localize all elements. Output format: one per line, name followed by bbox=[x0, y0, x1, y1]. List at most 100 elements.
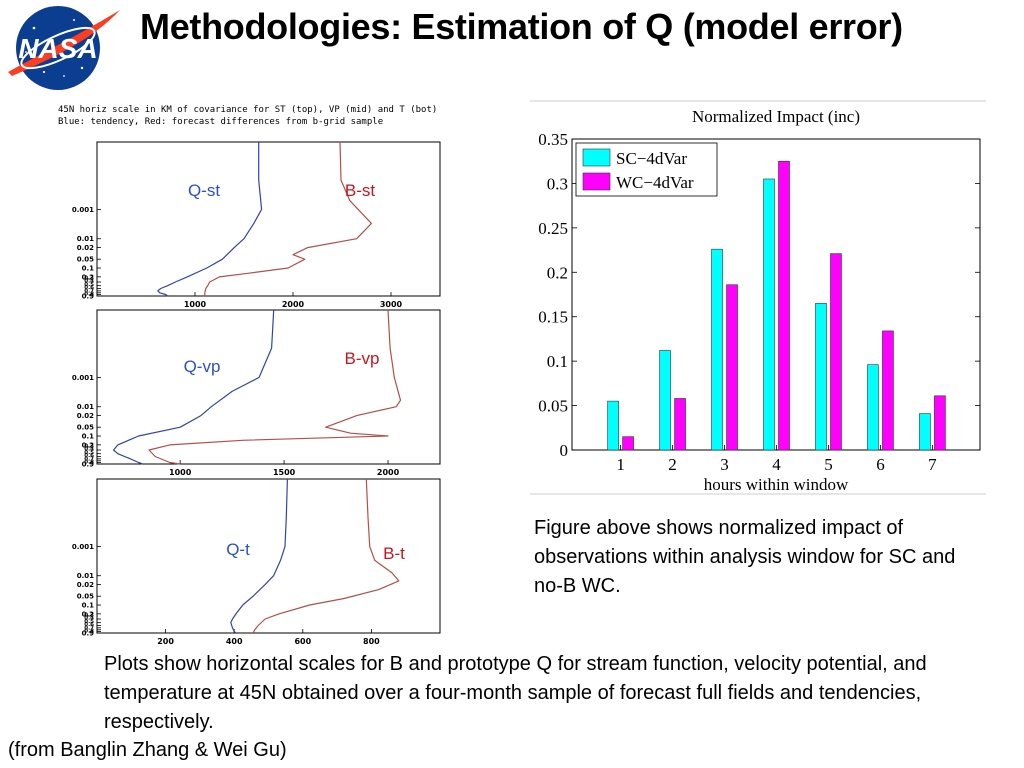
y-tick-label: 0.001 bbox=[72, 543, 94, 551]
wc-bar bbox=[726, 284, 738, 451]
x-tick-label: 1000 bbox=[169, 468, 192, 477]
profiles-caption-line-1: 45N horiz scale in KM of covariance for … bbox=[58, 105, 438, 115]
y-tick-label: 0.05 bbox=[77, 593, 94, 601]
sc-bar bbox=[815, 303, 827, 451]
x-tick-label: 800 bbox=[363, 637, 380, 646]
nasa-logo: NASA bbox=[8, 6, 120, 90]
y-tick-label: 0.02 bbox=[77, 581, 94, 589]
q-series-label: Q-t bbox=[226, 540, 250, 559]
x-tick-label: 2000 bbox=[282, 300, 305, 309]
x-axis-label: hours within window bbox=[704, 475, 849, 494]
y-tick-label: 0.1 bbox=[82, 433, 95, 441]
b-series-label: B-t bbox=[383, 544, 405, 563]
y-tick-label: 0.4 bbox=[84, 447, 94, 453]
plot-frame bbox=[96, 478, 441, 634]
credit-text: (from Banglin Zhang & Wei Gu) bbox=[8, 739, 287, 761]
y-tick-label: 0.9 bbox=[82, 293, 95, 301]
chart-title: Normalized Impact (inc) bbox=[692, 107, 860, 126]
legend-swatch bbox=[582, 172, 611, 191]
plot-frame bbox=[96, 141, 441, 297]
st-scale-profile-chart: 0.001 0.010.02 0.050.10.2 0.9 0.30.40.50.60.… bbox=[72, 141, 441, 309]
plot-frame bbox=[96, 309, 441, 465]
x-tick-label: 7 bbox=[928, 455, 937, 474]
x-tick-label: 2000 bbox=[377, 468, 400, 477]
wc-bar bbox=[830, 253, 842, 451]
x-tick-label: 5 bbox=[824, 455, 833, 474]
y-tick-label: 0.15 bbox=[538, 308, 568, 327]
y-tick-label: 0.5 bbox=[84, 282, 94, 288]
x-tick-label: 200 bbox=[157, 637, 174, 646]
y-tick-label: 0.6 bbox=[84, 453, 94, 459]
y-tick-label: 0.4 bbox=[84, 279, 94, 285]
y-tick-label: 0.3 bbox=[84, 613, 94, 619]
y-tick-label: 0.3 bbox=[84, 444, 94, 450]
y-tick-label: 0.7 bbox=[84, 625, 94, 631]
x-tick-label: 600 bbox=[294, 637, 311, 646]
x-tick-label: 1000 bbox=[184, 300, 207, 309]
y-tick-label: 0.001 bbox=[72, 374, 94, 382]
y-tick-label: 0.01 bbox=[77, 572, 94, 580]
y-tick-label: 0 bbox=[560, 441, 569, 460]
y-tick-label: 0.05 bbox=[538, 397, 568, 416]
q-profile-line bbox=[157, 142, 263, 297]
normalized-impact-bar-chart: Normalized Impact (inc) 0 0.05 0.1 0.15 0.2 0.… bbox=[530, 100, 986, 495]
wc-bar bbox=[882, 330, 894, 451]
x-tick-label: 6 bbox=[876, 455, 885, 474]
vp-scale-profile-chart: 0.001 0.010.02 0.050.10.2 0.9 0.30.40.50.60.… bbox=[72, 309, 441, 477]
x-tick-label: 3000 bbox=[380, 300, 403, 309]
b-profile-line bbox=[252, 478, 400, 634]
y-tick-label: 0.3 bbox=[84, 276, 94, 282]
t-scale-profile-chart: 0.001 0.010.02 0.050.10.2 0.9 0.30.40.50.60.… bbox=[72, 478, 441, 646]
y-tick-label: 0.2 bbox=[82, 610, 95, 618]
profiles-caption: 45N horiz scale in KM of covariance for … bbox=[58, 104, 437, 128]
y-tick-label: 0.1 bbox=[82, 265, 95, 273]
wc-bar bbox=[622, 436, 634, 451]
y-tick-label: 0.25 bbox=[538, 219, 568, 238]
q-series-label: Q-st bbox=[188, 181, 220, 200]
q-profile-line bbox=[230, 478, 288, 634]
b-profile-line bbox=[204, 141, 372, 296]
wc-bar bbox=[674, 398, 686, 451]
y-tick-label: 0.02 bbox=[77, 412, 94, 420]
y-tick-label: 0.1 bbox=[82, 602, 95, 610]
legend-label: WC−4dVar bbox=[616, 173, 694, 192]
sc-bar bbox=[763, 178, 775, 451]
y-tick-label: 0.5 bbox=[84, 619, 94, 625]
y-tick-label: 0.6 bbox=[84, 622, 94, 628]
y-tick-label: 0.8 bbox=[84, 460, 94, 466]
b-series-label: B-vp bbox=[345, 349, 380, 368]
y-tick-label: 0.9 bbox=[82, 461, 95, 469]
y-tick-label: 0.001 bbox=[72, 206, 94, 214]
y-tick-label: 0.05 bbox=[77, 424, 94, 432]
y-tick-label: 0.5 bbox=[84, 450, 94, 456]
q-profile-line bbox=[112, 309, 275, 465]
b-profile-line bbox=[148, 309, 402, 465]
y-tick-label: 0.8 bbox=[84, 292, 94, 298]
x-tick-label: 3 bbox=[720, 455, 729, 474]
x-tick-label: 1500 bbox=[273, 468, 296, 477]
sc-bar bbox=[711, 248, 723, 451]
nasa-logo-text: NASA bbox=[18, 33, 97, 64]
profiles-caption-line-2: Blue: tendency, Red: forecast difference… bbox=[58, 117, 384, 127]
y-tick-label: 0.4 bbox=[84, 616, 94, 622]
y-tick-label: 0.01 bbox=[77, 235, 94, 243]
y-tick-label: 0.35 bbox=[538, 130, 568, 149]
legend-label: SC−4dVar bbox=[616, 149, 687, 168]
y-tick-label: 0.9 bbox=[82, 630, 95, 638]
legend-swatch bbox=[582, 148, 611, 167]
y-tick-label: 0.05 bbox=[77, 256, 94, 264]
y-tick-label: 0.02 bbox=[77, 244, 94, 252]
x-tick-label: 4 bbox=[772, 455, 781, 474]
figure-description: Figure above shows normalized impact of … bbox=[534, 517, 956, 597]
x-tick-label: 400 bbox=[226, 637, 243, 646]
y-tick-label: 0.6 bbox=[84, 285, 94, 291]
sc-bar bbox=[659, 350, 671, 451]
x-tick-label: 1 bbox=[616, 455, 625, 474]
plots-description: Plots show horizontal scales for B and p… bbox=[104, 653, 927, 733]
y-tick-label: 0.7 bbox=[84, 456, 94, 462]
y-tick-label: 0.2 bbox=[82, 273, 95, 281]
y-tick-label: 0.2 bbox=[82, 441, 95, 449]
sc-bar bbox=[607, 400, 619, 451]
wc-bar bbox=[778, 160, 790, 451]
y-tick-label: 0.3 bbox=[547, 174, 568, 193]
